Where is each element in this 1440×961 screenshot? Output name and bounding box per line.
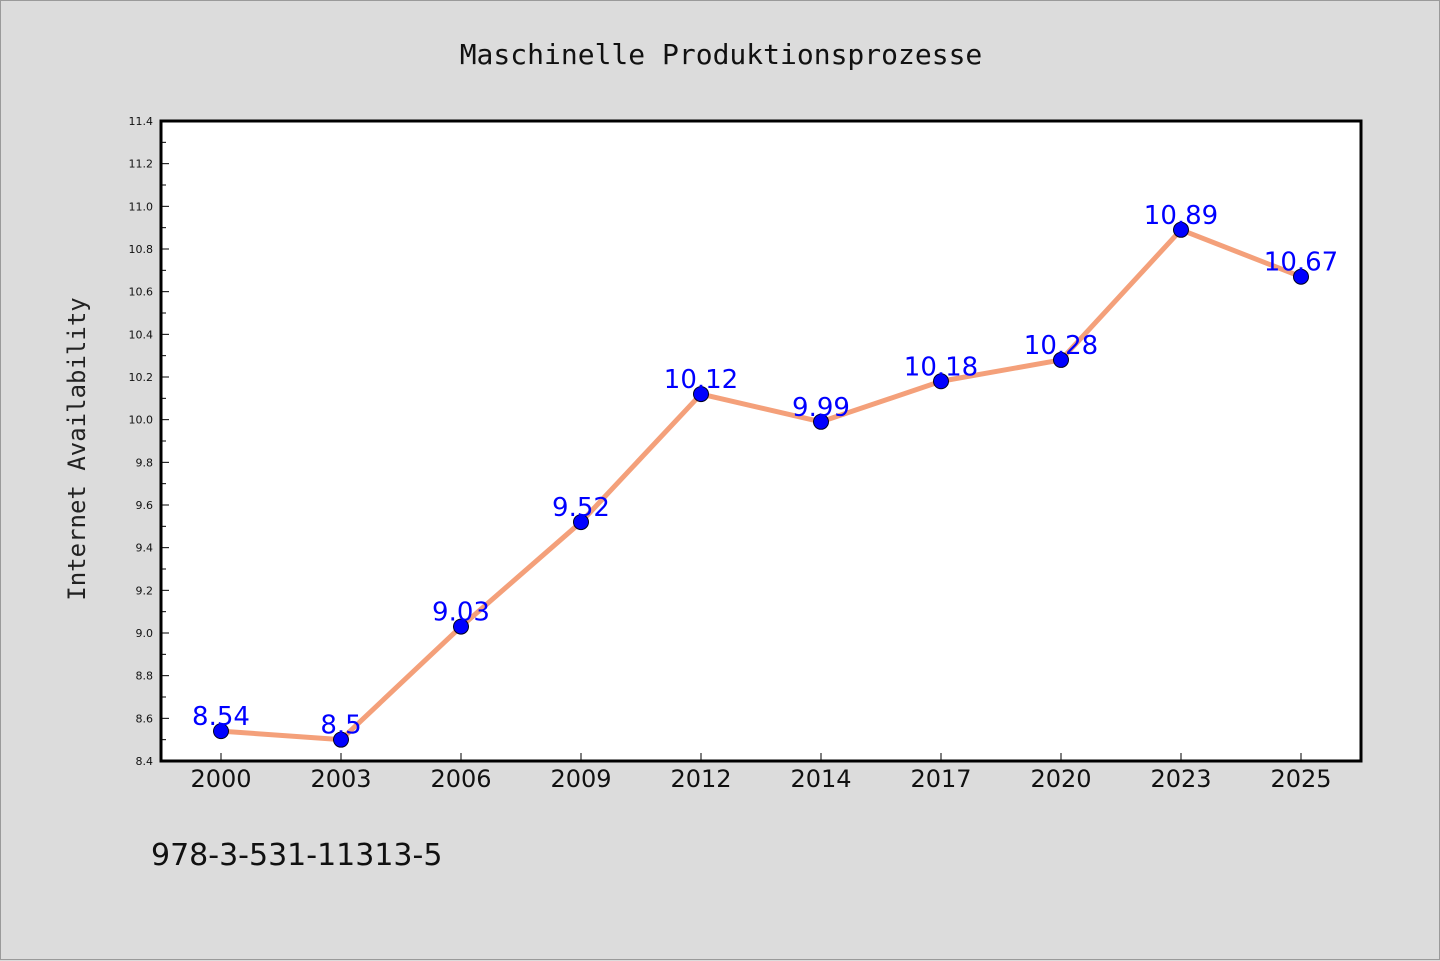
y-tick-label: 8.6 (136, 712, 154, 725)
data-point (813, 413, 829, 430)
data-label: 10.89 (1144, 201, 1218, 231)
x-tick-label: 2000 (190, 765, 251, 793)
y-tick-label: 9.0 (136, 627, 154, 640)
x-tick-label: 2009 (550, 765, 611, 793)
y-tick-label: 9.4 (136, 542, 154, 555)
data-point (933, 373, 949, 390)
data-point (213, 723, 229, 740)
data-label: 9.03 (432, 598, 490, 628)
data-point (333, 731, 349, 748)
x-tick-label: 2017 (910, 765, 971, 793)
y-tick-label: 10.4 (129, 328, 154, 341)
data-label: 9.52 (552, 493, 610, 523)
data-label: 8.54 (192, 702, 250, 732)
y-tick-label: 8.4 (136, 755, 154, 768)
y-tick-label: 9.2 (136, 584, 154, 597)
x-tick-label: 2003 (310, 765, 371, 793)
data-point (693, 386, 709, 403)
x-tick-label: 2023 (1150, 765, 1211, 793)
data-label: 10.18 (904, 352, 978, 382)
x-tick-label: 2020 (1030, 765, 1091, 793)
y-tick-label: 11.4 (129, 115, 154, 128)
x-tick-label: 2014 (790, 765, 851, 793)
y-tick-label: 10.6 (129, 286, 154, 299)
y-axis: 8.4 8.6 8.8 9.0 9.2 9.4 9.6 9.8 10.0 10.2 10.4 10.6… (129, 115, 169, 768)
data-point (1173, 221, 1189, 238)
data-labels-group: 8.54 8.5 9.03 9.52 10.12 9.99 10.18 10.28 10.89 1… (192, 201, 1338, 741)
chart-title: Maschinelle Produktionsprozesse (460, 38, 983, 71)
data-label: 10.12 (664, 365, 738, 395)
x-tick-label: 2025 (1270, 765, 1331, 793)
x-tick-label: 2012 (670, 765, 731, 793)
data-label: 8.5 (320, 711, 361, 741)
series-line (218, 227, 1304, 743)
y-tick-label: 9.8 (136, 456, 154, 469)
data-point (453, 618, 469, 635)
y-tick-label: 10.8 (129, 243, 154, 256)
x-tick-label: 2006 (430, 765, 491, 793)
data-label: 9.99 (792, 393, 850, 423)
y-tick-label: 11.0 (129, 200, 154, 213)
y-tick-label: 10.2 (129, 371, 154, 384)
data-label: 10.67 (1264, 248, 1338, 278)
y-tick-label: 8.8 (136, 670, 154, 683)
x-axis: 2000 2003 2006 2009 2012 2014 2017 2020 2023 2025 (190, 753, 1332, 793)
data-point (1293, 268, 1309, 285)
y-tick-label: 11.2 (129, 158, 154, 171)
y-tick-label: 9.6 (136, 499, 154, 512)
data-point (1053, 351, 1069, 368)
y-axis-label: Internet Availability (63, 297, 91, 600)
data-label: 10.28 (1024, 331, 1098, 361)
series-line-group (213, 221, 1309, 748)
data-point (573, 514, 589, 531)
y-tick-label: 10.0 (129, 414, 154, 427)
plot-area (159, 119, 1363, 763)
footer-isbn-text: 978-3-531-11313-5 (151, 838, 442, 873)
